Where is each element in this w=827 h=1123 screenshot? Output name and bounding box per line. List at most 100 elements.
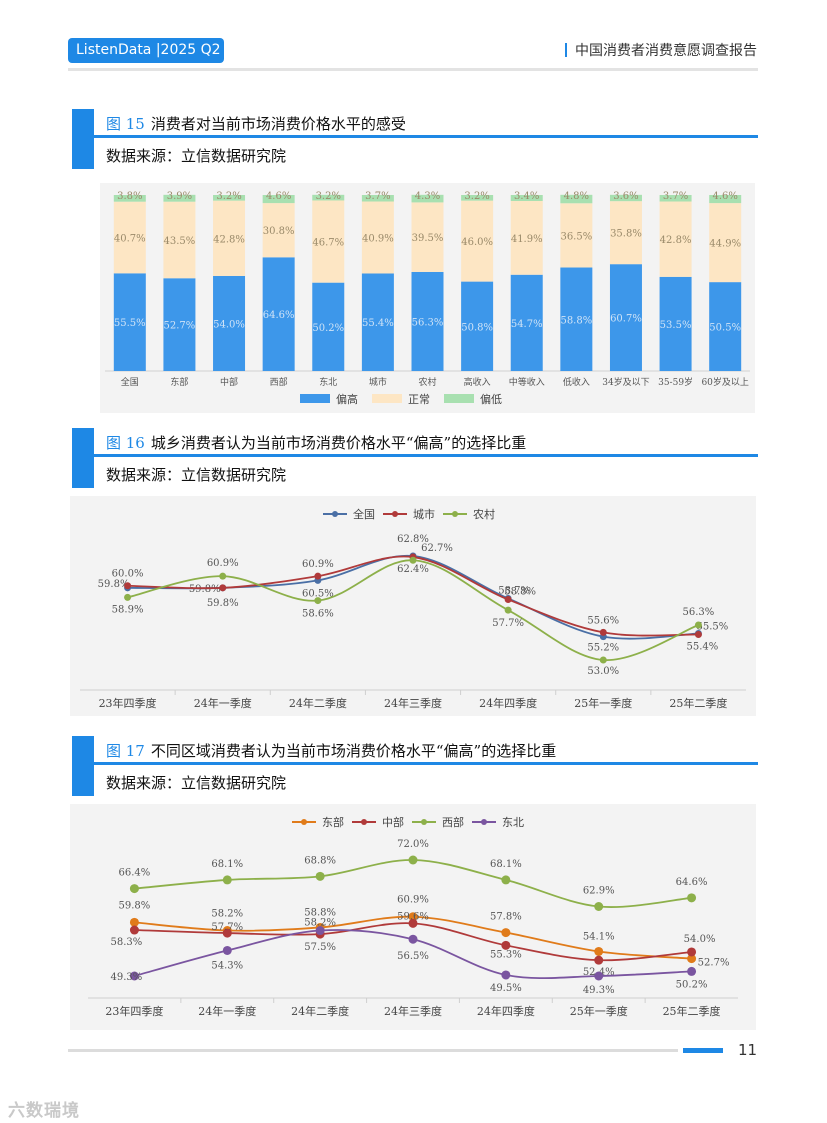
data-label: 54.0% [684, 934, 716, 945]
page-number: 11 [738, 1041, 758, 1059]
bar-segment-正常 [659, 201, 692, 277]
data-point-城市 [599, 628, 607, 636]
data-point-城市 [124, 582, 132, 590]
title-accent-bar [565, 43, 567, 57]
fig16-rule [94, 454, 758, 457]
data-point-中部 [501, 940, 511, 950]
data-point-中部 [408, 918, 418, 928]
data-label: 68.1% [211, 859, 243, 870]
bar-segment-偏低 [461, 195, 494, 201]
data-label: 57.7% [492, 618, 524, 629]
data-point-东部 [129, 917, 139, 927]
category-label: 35-59岁 [658, 376, 693, 388]
bar-segment-正常 [361, 201, 394, 274]
data-point-东北 [594, 971, 604, 981]
category-label: 24年一季度 [198, 1004, 256, 1018]
fig15-stacked-bar-chart: 55.5% 40.7% 3.8% 全国 52.7% 43.5% 3.9% 东部 54.0% 42.… [105, 191, 750, 406]
category-label: 34岁及以下 [602, 376, 649, 388]
data-point-农村 [504, 606, 512, 614]
bar-segment-偏低 [560, 194, 593, 204]
data-label: 40.9% [362, 234, 394, 245]
category-label: 东北 [319, 376, 337, 388]
fig17-heading: 图 17 不同区域消费者认为当前市场消费价格水平“偏高”的选择比重 数据来源：立信… [72, 736, 758, 796]
category-label: 低收入 [563, 376, 590, 388]
data-label: 3.8% [117, 191, 142, 202]
fig16-title: 图 16 城乡消费者认为当前市场消费价格水平“偏高”的选择比重 [106, 432, 526, 453]
data-label: 49.5% [490, 983, 522, 994]
data-label: 42.8% [660, 235, 692, 246]
data-point-西部 [315, 871, 325, 881]
data-label: 3.7% [663, 191, 688, 202]
data-label: 3.2% [216, 191, 241, 202]
legend-marker-城市 [392, 511, 398, 517]
fig16-chart-area: 23年四季度 24年一季度 24年二季度 24年三季度 24年四季度 25年一季度 25年二… [70, 496, 756, 716]
data-point-中部 [594, 955, 604, 965]
bar-segment-偏高 [213, 275, 246, 371]
category-label: 23年四季度 [105, 1004, 163, 1018]
category-label: 25年一季度 [570, 1004, 628, 1018]
data-label: 36.5% [560, 231, 592, 242]
fig17-title: 图 17 不同区域消费者认为当前市场消费价格水平“偏高”的选择比重 [106, 740, 556, 761]
data-label: 49.3% [583, 985, 615, 996]
data-label: 59.8% [207, 598, 239, 609]
data-label: 50.2% [676, 979, 708, 990]
category-label: 24年三季度 [384, 696, 442, 710]
data-point-城市 [504, 596, 512, 604]
data-label: 4.6% [712, 191, 737, 202]
bar-segment-偏高 [163, 278, 196, 371]
legend-marker-西部 [421, 819, 427, 825]
data-point-西部 [129, 884, 139, 894]
legend-label: 正常 [408, 393, 430, 406]
category-label: 中等收入 [509, 376, 545, 388]
data-label: 60.9% [207, 558, 239, 569]
data-label: 41.9% [511, 234, 543, 245]
bar-segment-偏低 [312, 194, 345, 201]
category-label: 农村 [418, 376, 436, 388]
legend-label: 农村 [473, 507, 495, 521]
legend-marker-农村 [452, 511, 458, 517]
category-label: 中部 [220, 376, 238, 388]
legend-label: 全国 [353, 507, 375, 521]
legend-marker-中部 [361, 819, 367, 825]
category-label: 25年二季度 [663, 1004, 721, 1018]
bar-segment-偏低 [361, 195, 394, 202]
report-badge: ListenData |2025 Q2 [68, 38, 224, 63]
fig15-rule [94, 135, 758, 138]
data-label: 50.5% [709, 323, 741, 334]
fig15-accent-bar [72, 109, 94, 169]
data-point-东部 [594, 946, 604, 956]
fig15-number: 图 15 [106, 115, 145, 133]
data-label: 3.7% [365, 191, 390, 202]
bar-segment-偏低 [213, 195, 246, 201]
legend-label: 中部 [382, 815, 404, 829]
category-label: 60岁及以上 [701, 376, 748, 388]
category-label: 高收入 [464, 376, 491, 388]
bar-segment-偏高 [709, 282, 742, 371]
category-label: 24年一季度 [194, 696, 252, 710]
data-label: 56.5% [397, 951, 429, 962]
data-label: 55.3% [490, 949, 522, 960]
fig17-number: 图 17 [106, 742, 145, 760]
data-point-西部 [594, 902, 604, 912]
data-label: 59.8% [98, 579, 130, 590]
data-point-东北 [315, 926, 325, 936]
fig17-rule [94, 762, 758, 765]
data-label: 30.8% [263, 226, 295, 237]
data-label: 55.5% [114, 318, 146, 329]
data-point-东北 [408, 934, 418, 944]
data-point-中部 [222, 928, 232, 938]
data-label: 3.2% [464, 191, 489, 202]
category-label: 西部 [270, 376, 288, 388]
category-label: 24年三季度 [384, 1004, 442, 1018]
data-label: 55.6% [587, 615, 619, 626]
data-label: 57.5% [304, 942, 336, 953]
category-label: 24年四季度 [479, 696, 537, 710]
bar-segment-正常 [411, 202, 444, 272]
data-label: 53.0% [587, 666, 619, 677]
bar-segment-偏高 [560, 267, 593, 371]
data-label: 50.8% [461, 322, 493, 333]
bar-segment-偏低 [510, 195, 543, 201]
data-point-农村 [599, 656, 607, 664]
bar-segment-偏高 [361, 273, 394, 371]
data-point-东部 [687, 954, 697, 964]
